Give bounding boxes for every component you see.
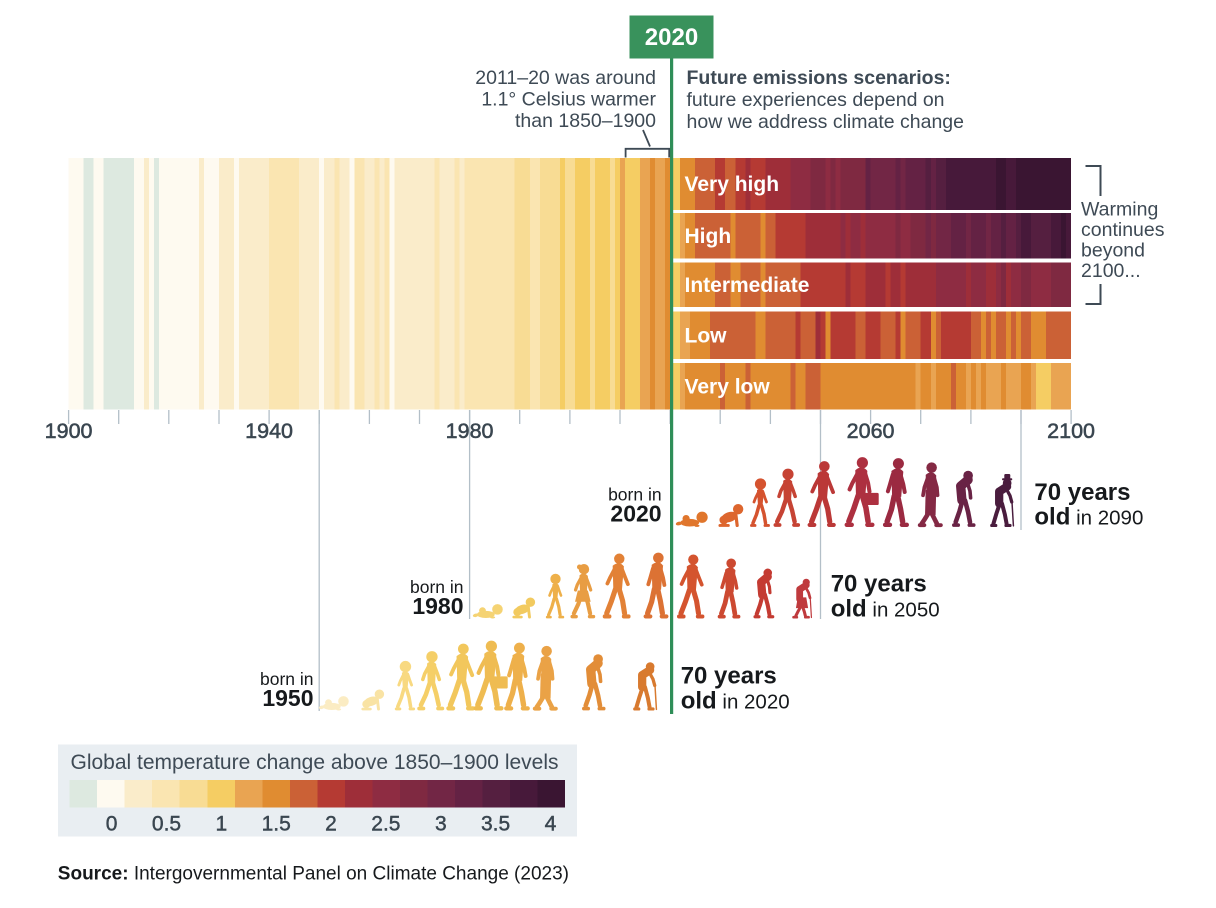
svg-text:70 years: 70 years (1034, 479, 1130, 506)
svg-text:Very low: Very low (685, 375, 771, 398)
svg-text:born in: born in (410, 577, 464, 597)
svg-text:1.5: 1.5 (262, 813, 291, 836)
svg-text:Low: Low (685, 324, 728, 347)
svg-text:Global temperature change abov: Global temperature change above 1850–190… (71, 751, 559, 774)
svg-text:1950: 1950 (262, 685, 313, 711)
svg-text:beyond: beyond (1081, 240, 1145, 262)
svg-text:2.5: 2.5 (371, 813, 400, 836)
svg-text:continues: continues (1081, 219, 1165, 241)
svg-text:1940: 1940 (245, 419, 293, 443)
svg-text:1980: 1980 (412, 593, 463, 619)
svg-text:Intermediate: Intermediate (685, 274, 810, 297)
svg-text:3.5: 3.5 (481, 813, 510, 836)
svg-text:1.1° Celsius warmer: 1.1° Celsius warmer (481, 89, 656, 111)
svg-text:Future emissions scenarios:: Future emissions scenarios: (687, 67, 951, 89)
svg-text:3: 3 (435, 813, 447, 836)
svg-text:than 1850–1900: than 1850–1900 (515, 110, 656, 132)
svg-text:0: 0 (106, 813, 118, 836)
svg-text:2060: 2060 (847, 419, 895, 443)
svg-text:old in 2020: old in 2020 (681, 687, 790, 714)
svg-text:70 years: 70 years (681, 663, 777, 690)
svg-text:2: 2 (325, 813, 337, 836)
svg-text:2100...: 2100... (1081, 260, 1141, 282)
svg-text:High: High (685, 225, 732, 248)
svg-text:future experiences depend on: future experiences depend on (687, 89, 945, 111)
svg-text:Source: Intergovernmental Pane: Source: Intergovernmental Panel on Clima… (58, 864, 569, 885)
svg-text:2020: 2020 (610, 501, 661, 527)
svg-text:old in 2090: old in 2090 (1034, 504, 1143, 531)
svg-text:born in: born in (260, 669, 314, 689)
svg-text:1900: 1900 (45, 419, 93, 443)
svg-text:2020: 2020 (645, 24, 698, 51)
svg-text:Very high: Very high (685, 173, 780, 196)
svg-text:1: 1 (215, 813, 227, 836)
svg-text:Warming: Warming (1081, 199, 1158, 221)
svg-text:2100: 2100 (1047, 419, 1095, 443)
svg-text:how we address climate change: how we address climate change (687, 111, 965, 133)
svg-text:old in 2050: old in 2050 (831, 595, 940, 622)
svg-text:0.5: 0.5 (152, 813, 181, 836)
svg-text:1980: 1980 (446, 419, 494, 443)
svg-text:4: 4 (545, 813, 557, 836)
svg-text:2011–20 was around: 2011–20 was around (475, 67, 656, 89)
svg-text:born in: born in (608, 485, 662, 505)
svg-text:70 years: 70 years (831, 571, 927, 598)
